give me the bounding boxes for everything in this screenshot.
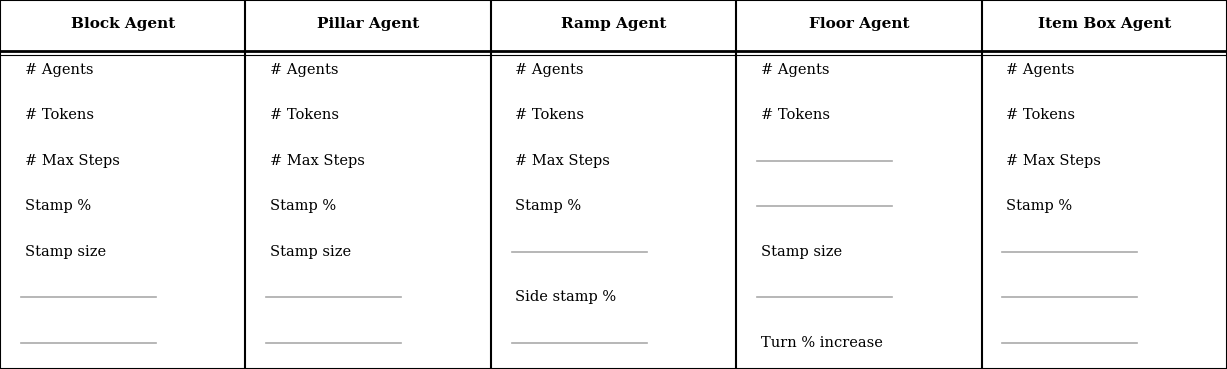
Text: Side stamp %: Side stamp % [515, 290, 616, 304]
Text: Item Box Agent: Item Box Agent [1038, 17, 1171, 31]
Text: Ramp Agent: Ramp Agent [561, 17, 666, 31]
Text: # Max Steps: # Max Steps [25, 154, 119, 168]
Text: # Max Steps: # Max Steps [515, 154, 610, 168]
Text: Stamp %: Stamp % [1006, 199, 1072, 213]
Text: Stamp %: Stamp % [515, 199, 582, 213]
Text: # Agents: # Agents [270, 63, 339, 77]
Text: Floor Agent: Floor Agent [809, 17, 909, 31]
Text: # Agents: # Agents [515, 63, 584, 77]
Text: Block Agent: Block Agent [71, 17, 174, 31]
Text: Turn % increase: Turn % increase [761, 336, 882, 350]
Text: # Tokens: # Tokens [270, 108, 339, 123]
Text: # Agents: # Agents [1006, 63, 1075, 77]
Text: # Agents: # Agents [25, 63, 93, 77]
Text: Stamp size: Stamp size [761, 245, 842, 259]
Text: # Tokens: # Tokens [1006, 108, 1075, 123]
Text: # Agents: # Agents [761, 63, 829, 77]
Text: # Tokens: # Tokens [25, 108, 93, 123]
Text: Pillar Agent: Pillar Agent [317, 17, 420, 31]
Text: # Tokens: # Tokens [515, 108, 584, 123]
Text: # Tokens: # Tokens [761, 108, 829, 123]
Text: Stamp size: Stamp size [25, 245, 106, 259]
Text: Stamp size: Stamp size [270, 245, 351, 259]
Text: Stamp %: Stamp % [25, 199, 91, 213]
Text: # Max Steps: # Max Steps [270, 154, 364, 168]
Text: Stamp %: Stamp % [270, 199, 336, 213]
Text: # Max Steps: # Max Steps [1006, 154, 1101, 168]
